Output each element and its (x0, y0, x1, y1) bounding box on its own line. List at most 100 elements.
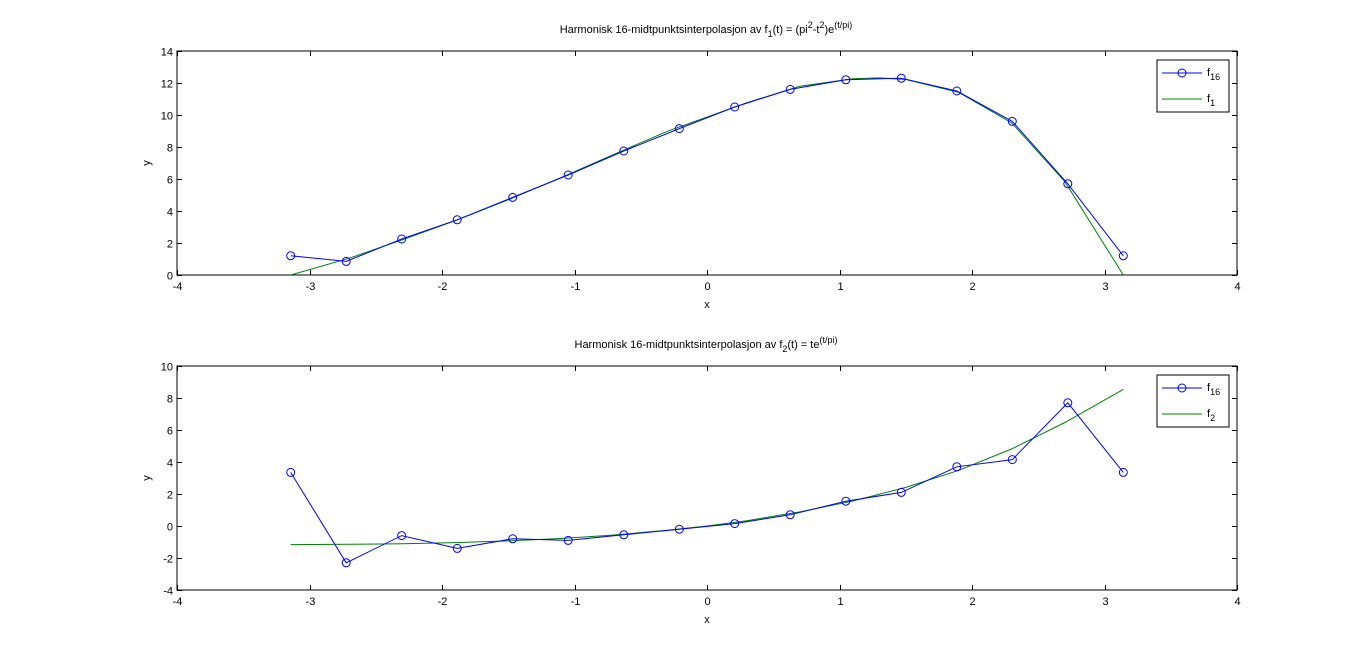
legend-base: f (1207, 93, 1211, 105)
data-point (952, 86, 962, 96)
data-point (785, 510, 795, 520)
legend-box (1156, 59, 1230, 113)
x-tick-label: 0 (704, 281, 710, 293)
title-part: )e (825, 24, 835, 36)
data-point (896, 487, 906, 497)
chart-title: Harmonisk 16-midtpunktsinterpolasjon av … (560, 20, 853, 39)
data-point (619, 530, 629, 540)
title-part: (t) = te (787, 339, 819, 351)
y-tick-label: 10 (161, 362, 173, 374)
title-part: (t) = (pi (773, 24, 808, 36)
data-point (286, 251, 296, 261)
title-part: -t (813, 24, 820, 36)
series-line-f16 (290, 77, 1124, 262)
legend-sub: 1 (1210, 98, 1215, 108)
y-tick-label: 0 (167, 522, 173, 534)
x-axis-label: x (704, 299, 710, 311)
y-tick-label: -4 (163, 586, 173, 598)
data-point (841, 496, 851, 506)
data-point (452, 215, 462, 225)
legend-base: f (1207, 67, 1211, 79)
chart-2: Harmonisk 16-midtpunktsinterpolasjon av … (141, 335, 1241, 626)
data-point (730, 102, 740, 112)
x-tick-label: 3 (1102, 596, 1108, 608)
y-axis-label: y (141, 475, 153, 481)
legend-entry: f16 (1207, 382, 1220, 397)
legend-marker (1177, 383, 1187, 393)
x-tick-label: -2 (438, 281, 448, 293)
data-point (674, 524, 684, 534)
y-tick-label: 14 (161, 47, 173, 59)
x-tick-label: -2 (438, 596, 448, 608)
data-point (730, 519, 740, 529)
y-tick-label: 4 (167, 458, 173, 470)
x-tick-label: -3 (306, 596, 316, 608)
data-point (619, 146, 629, 156)
data-point (563, 170, 573, 180)
y-tick-label: 2 (167, 490, 173, 502)
data-point (397, 234, 407, 244)
legend-base: f (1207, 408, 1211, 420)
y-tick-label: 4 (167, 207, 173, 219)
y-tick-label: 8 (167, 143, 173, 155)
legend-base: f (1207, 382, 1211, 394)
legend-sub: 16 (1210, 387, 1220, 397)
y-tick-label: 2 (167, 239, 173, 251)
legend-entry: f16 (1207, 67, 1220, 82)
plot-area (176, 50, 1238, 276)
y-tick-label: 6 (167, 426, 173, 438)
x-axis-label: x (704, 614, 710, 626)
data-point (1007, 455, 1017, 465)
data-point (1063, 398, 1073, 408)
x-tick-label: 4 (1234, 596, 1240, 608)
data-point (1118, 467, 1128, 477)
data-point (1118, 251, 1128, 261)
data-point (896, 73, 906, 83)
y-tick-label: 8 (167, 394, 173, 406)
x-tick-label: -3 (306, 281, 316, 293)
legend-box (1156, 374, 1230, 428)
title-part: (t/pi) (819, 335, 837, 345)
y-tick-label: 6 (167, 175, 173, 187)
x-tick-label: 3 (1102, 281, 1108, 293)
y-tick-label: 12 (161, 79, 173, 91)
data-point (674, 124, 684, 134)
x-tick-label: 1 (837, 281, 843, 293)
title-part: 2 (782, 344, 787, 354)
y-axis-label: y (141, 160, 153, 166)
data-point (1007, 116, 1017, 126)
legend-marker (1177, 68, 1187, 78)
title-part: Harmonisk 16-midtpunktsinterpolasjon av … (560, 24, 769, 36)
data-point (785, 84, 795, 94)
x-tick-label: 2 (969, 596, 975, 608)
x-tick-label: 1 (837, 596, 843, 608)
data-point (841, 75, 851, 85)
data-point (1063, 179, 1073, 189)
legend-entry: f1 (1207, 93, 1215, 108)
data-point (508, 534, 518, 544)
data-point (286, 467, 296, 477)
title-part: 2 (808, 20, 813, 30)
y-tick-label: 10 (161, 111, 173, 123)
x-tick-label: -4 (173, 281, 183, 293)
title-part: 1 (768, 29, 773, 39)
x-tick-label: 4 (1234, 281, 1240, 293)
x-tick-label: 2 (969, 281, 975, 293)
legend-sub: 2 (1210, 413, 1215, 423)
title-part: Harmonisk 16-midtpunktsinterpolasjon av … (575, 339, 784, 351)
x-tick-label: -1 (571, 596, 581, 608)
legend-entry: f2 (1207, 408, 1215, 423)
data-point (563, 535, 573, 545)
plot-area (176, 365, 1238, 591)
x-tick-label: 0 (704, 596, 710, 608)
title-part: 2 (820, 20, 825, 30)
y-tick-label: -2 (163, 554, 173, 566)
x-tick-label: -1 (571, 281, 581, 293)
data-point (341, 256, 351, 266)
chart-1: Harmonisk 16-midtpunktsinterpolasjon av … (141, 20, 1241, 311)
x-tick-label: -4 (173, 596, 183, 608)
chart-title: Harmonisk 16-midtpunktsinterpolasjon av … (575, 335, 838, 354)
data-point (452, 543, 462, 553)
data-point (508, 192, 518, 202)
